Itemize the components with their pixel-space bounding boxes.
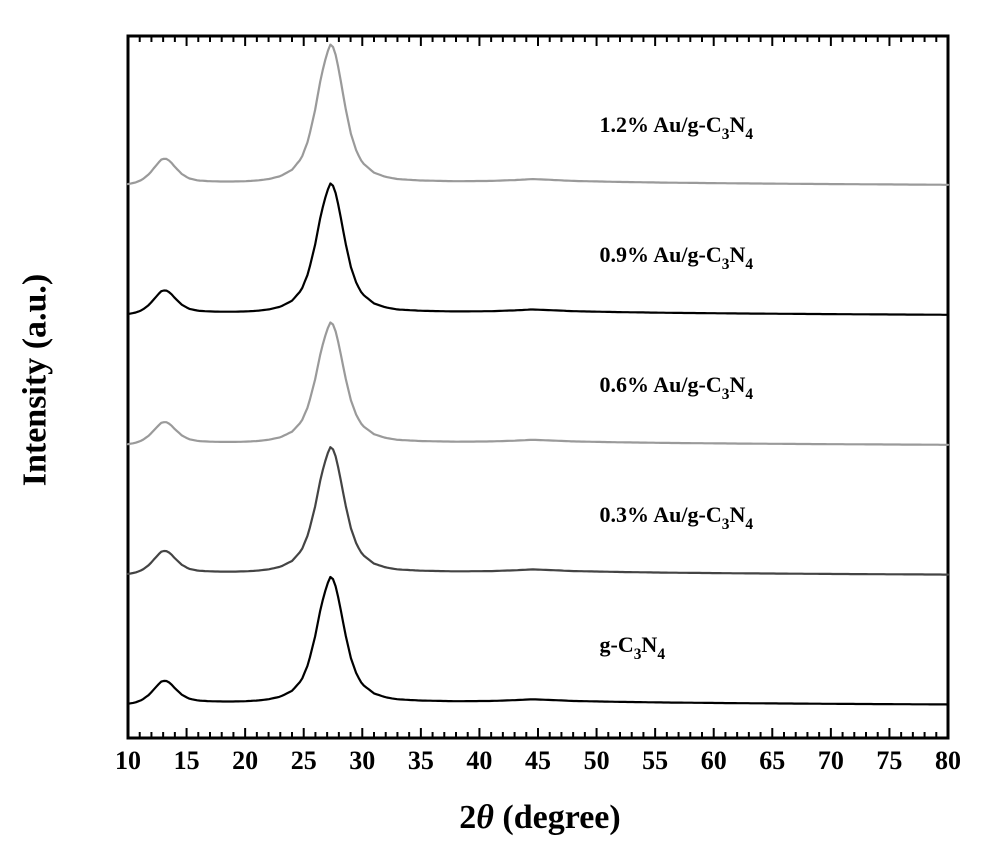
- x-tick-label: 25: [291, 746, 317, 776]
- x-tick-label: 35: [408, 746, 434, 776]
- x-tick-label: 50: [584, 746, 610, 776]
- x-tick-label: 15: [174, 746, 200, 776]
- x-tick-label: 65: [759, 746, 785, 776]
- series-label: g-C3N4: [600, 632, 666, 662]
- x-tick-label: 10: [115, 746, 141, 776]
- x-tick-label: 80: [935, 746, 961, 776]
- x-tick-label: 20: [232, 746, 258, 776]
- x-tick-label: 30: [349, 746, 375, 776]
- x-tick-label: 75: [876, 746, 902, 776]
- x-tick-label: 60: [701, 746, 727, 776]
- x-tick-label: 45: [525, 746, 551, 776]
- series-label: 0.9% Au/g-C3N4: [600, 242, 754, 272]
- x-tick-label: 40: [466, 746, 492, 776]
- series-label: 0.6% Au/g-C3N4: [600, 372, 754, 402]
- xrd-chart: Intensity (a.u.) 2θ (degree) 10152025303…: [0, 0, 1000, 847]
- plot-area: [0, 0, 1000, 847]
- x-tick-label: 70: [818, 746, 844, 776]
- series-label: 0.3% Au/g-C3N4: [600, 502, 754, 532]
- x-tick-label: 55: [642, 746, 668, 776]
- series-label: 1.2% Au/g-C3N4: [600, 112, 754, 142]
